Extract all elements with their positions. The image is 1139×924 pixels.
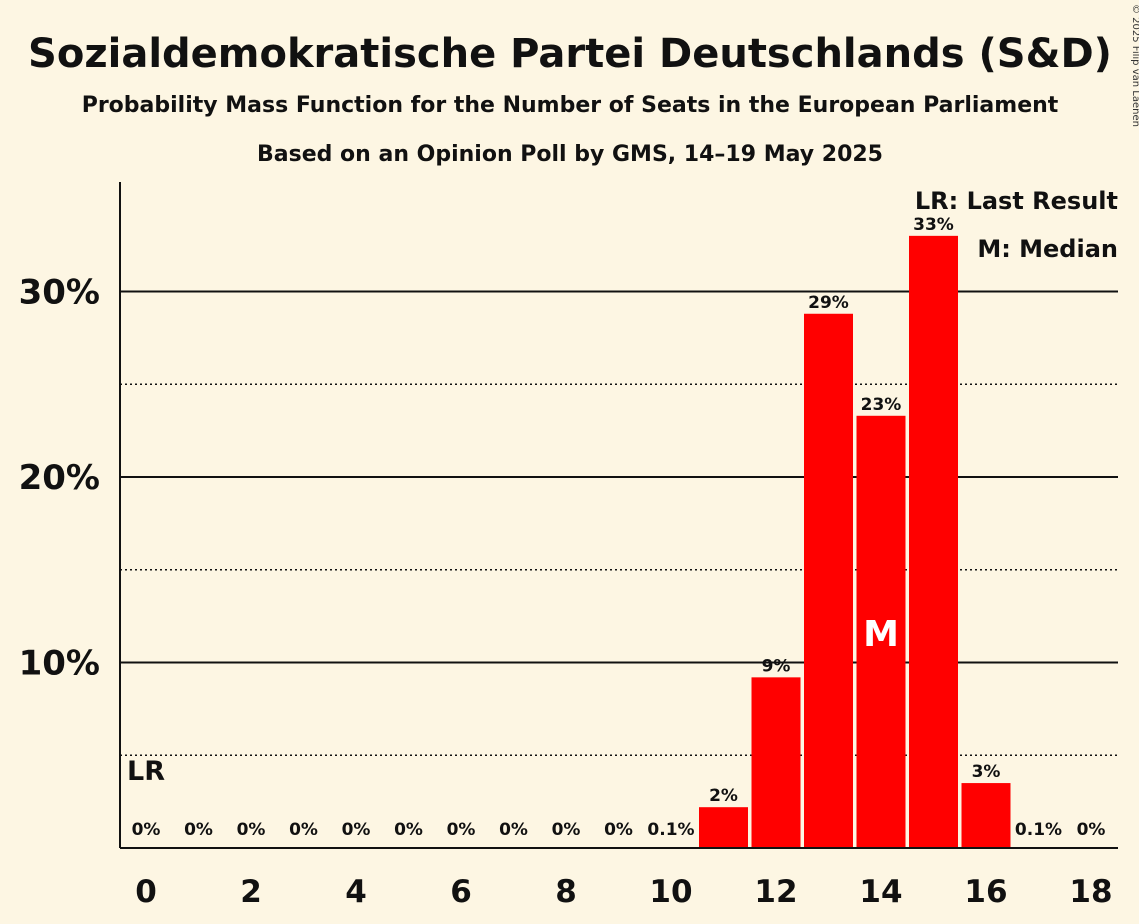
data-label-0: 0% (132, 820, 161, 840)
x-tick-label: 16 (964, 874, 1007, 910)
y-tick-label: 20% (19, 458, 100, 498)
x-tick-label: 10 (649, 874, 692, 910)
copyright: © 2025 Filip van Laenen (1130, 4, 1139, 127)
bar-13 (804, 313, 853, 848)
median-marker: M (863, 614, 899, 655)
data-label-7: 0% (499, 820, 528, 840)
data-label-5: 0% (394, 820, 423, 840)
data-label-10: 0.1% (647, 820, 694, 840)
axes (119, 182, 1118, 849)
data-label-16: 3% (972, 762, 1001, 782)
data-label-15: 33% (913, 215, 954, 235)
bar-16 (961, 783, 1011, 848)
bar-12 (751, 677, 801, 848)
x-tick-label: 18 (1069, 874, 1112, 910)
data-label-2: 0% (237, 820, 266, 840)
y-tick-label: 10% (19, 644, 100, 684)
gridlines (120, 290, 1118, 756)
chart-title: Sozialdemokratische Partei Deutschlands … (28, 31, 1112, 77)
bars (699, 235, 1011, 849)
data-label-18: 0% (1077, 820, 1106, 840)
data-label-8: 0% (552, 820, 581, 840)
data-labels: 0% 0% 0% 0% 0% 0% 0% 0% 0% 0% 0.1% 2% 9% 29% 23% 33% 3% 0… (127, 215, 1105, 840)
x-tick-label: 0 (135, 874, 157, 910)
data-label-4: 0% (342, 820, 371, 840)
data-label-3: 0% (289, 820, 318, 840)
data-label-6: 0% (447, 820, 476, 840)
bar-14 (856, 415, 906, 848)
x-tick-label: 2 (240, 874, 262, 910)
legend-last-result: LR: Last Result (915, 187, 1118, 215)
x-tick-label: 8 (555, 874, 577, 910)
data-label-11: 2% (709, 786, 738, 806)
bar-11 (699, 807, 748, 848)
bar-15 (909, 235, 958, 849)
x-tick-label: 4 (345, 874, 367, 910)
chart-subtitle: Probability Mass Function for the Number… (82, 93, 1059, 118)
x-tick-label: 12 (754, 874, 797, 910)
tick-labels: 10% 20% 30% 0 2 4 6 8 10 12 14 16 18 (19, 273, 1113, 911)
chart-subtitle-poll: Based on an Opinion Poll by GMS, 14–19 M… (257, 142, 883, 167)
data-label-14: 23% (861, 395, 902, 415)
data-label-17: 0.1% (1015, 820, 1062, 840)
data-label-1: 0% (184, 820, 213, 840)
last-result-marker: LR (127, 756, 165, 787)
data-label-9: 0% (604, 820, 633, 840)
x-tick-label: 6 (450, 874, 472, 910)
data-label-13: 29% (808, 293, 849, 313)
data-label-12: 9% (762, 656, 791, 676)
x-tick-label: 14 (859, 874, 902, 910)
legend-median: M: Median (977, 235, 1118, 263)
y-tick-label: 30% (19, 273, 100, 313)
